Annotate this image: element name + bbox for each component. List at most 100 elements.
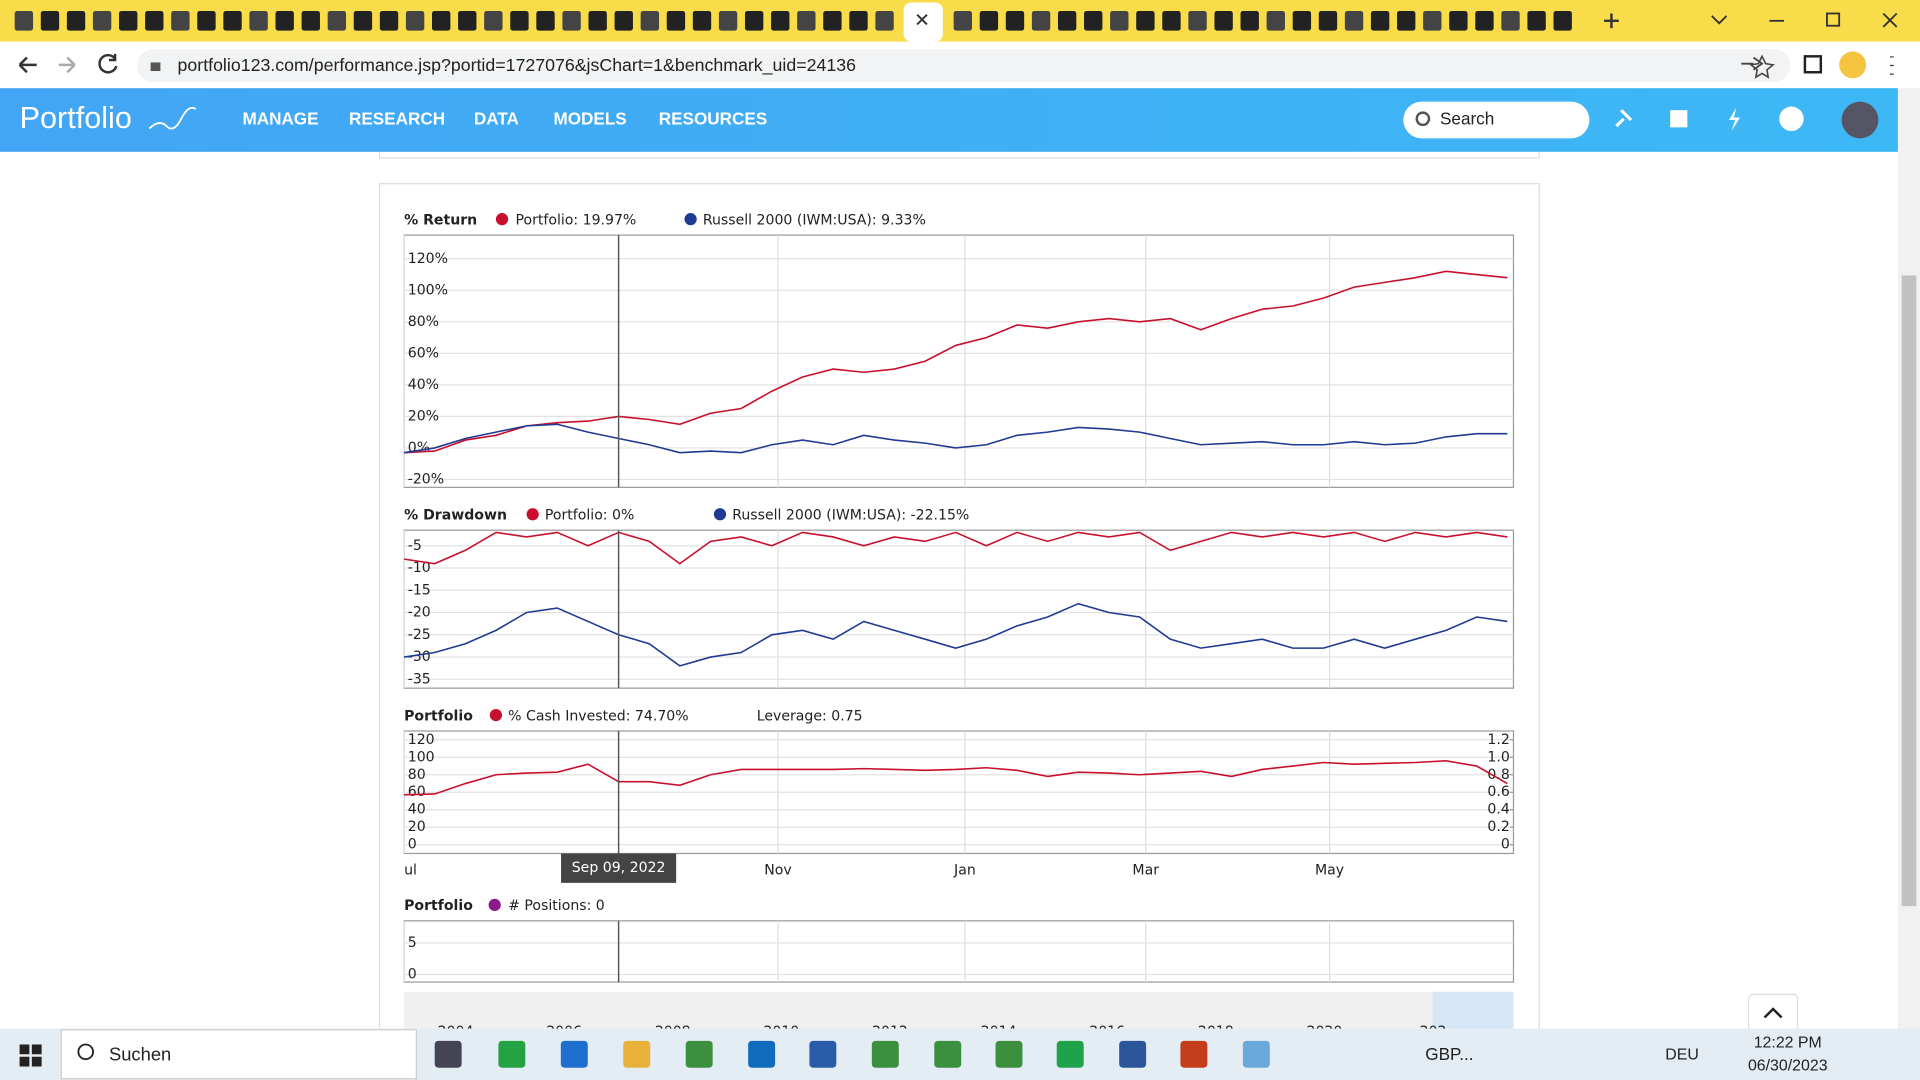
tab-favicon[interactable] (744, 11, 764, 31)
start[interactable] (19, 1044, 42, 1067)
tab-favicon[interactable] (562, 11, 581, 31)
tab-favicon[interactable] (145, 11, 164, 31)
tab-favicon[interactable] (536, 11, 555, 31)
tab-favicon[interactable] (614, 11, 633, 31)
tab-favicon[interactable] (510, 11, 529, 31)
tab-favicon[interactable] (40, 11, 60, 31)
share[interactable] (1741, 56, 1764, 71)
close-window[interactable] (1882, 12, 1898, 28)
tab-favicon[interactable] (1136, 11, 1155, 31)
tab-favicon[interactable] (327, 11, 347, 31)
tab-favicon[interactable] (953, 11, 973, 31)
tab-favicon[interactable] (171, 11, 190, 31)
tab-favicon[interactable] (301, 11, 320, 31)
taskbar-app[interactable] (434, 1040, 462, 1068)
tab-favicon[interactable] (1266, 11, 1285, 31)
maximize[interactable] (1826, 12, 1841, 27)
nav-item[interactable]: MODELS (553, 109, 626, 129)
tab-favicon[interactable] (1292, 11, 1312, 31)
tab-favicon[interactable] (379, 11, 399, 31)
tab-favicon[interactable] (1240, 11, 1259, 31)
legend-label[interactable]: Portfolio: 0% (545, 508, 634, 524)
tab-favicon[interactable] (1057, 11, 1077, 31)
tab-favicon[interactable] (353, 11, 373, 31)
tab-favicon[interactable] (223, 11, 242, 31)
taskbar-app[interactable] (1242, 1040, 1270, 1068)
tab-favicon[interactable] (979, 11, 999, 31)
scroll-thumb[interactable] (1901, 275, 1917, 907)
tab-favicon[interactable] (432, 11, 451, 31)
tab-favicon[interactable] (66, 11, 86, 31)
tab-search[interactable] (1711, 15, 1728, 25)
tab-favicon[interactable] (484, 11, 503, 31)
taskbar-app[interactable] (623, 1040, 651, 1068)
taskbar-search[interactable] (60, 1029, 417, 1080)
taskbar-app[interactable] (560, 1040, 588, 1068)
search-box[interactable] (1403, 101, 1590, 139)
tab-favicon[interactable] (1188, 11, 1207, 31)
pin[interactable] (1615, 109, 1633, 128)
taskbar-app[interactable] (1119, 1040, 1147, 1068)
tab-favicon[interactable] (92, 11, 112, 31)
tab-favicon[interactable] (797, 11, 816, 31)
address-bar[interactable] (137, 48, 1791, 83)
profile[interactable] (1839, 51, 1867, 79)
help[interactable] (1779, 106, 1804, 132)
tab-favicon[interactable] (1553, 11, 1572, 31)
tab-favicon[interactable] (405, 11, 425, 31)
tab-close[interactable] (916, 14, 928, 26)
reload[interactable] (98, 53, 118, 74)
tab-favicon[interactable] (1370, 11, 1390, 31)
nav-item[interactable]: MANAGE (242, 109, 318, 129)
back[interactable] (18, 56, 37, 74)
tab-favicon[interactable] (1475, 11, 1494, 31)
avatar[interactable] (1841, 101, 1879, 139)
apps[interactable] (1670, 110, 1688, 128)
logo[interactable]: Portfolio (20, 101, 132, 135)
tab-favicon[interactable] (119, 11, 138, 31)
nav-item[interactable]: RESEARCH (349, 109, 445, 129)
sidebar[interactable] (1803, 55, 1823, 74)
legend-label[interactable]: Russell 2000 (IWM:USA): -22.15% (732, 508, 969, 524)
tab-favicon[interactable] (1527, 11, 1546, 31)
tab-favicon[interactable] (1344, 11, 1364, 31)
nav-item[interactable]: DATA (474, 109, 519, 129)
bookmark[interactable] (1749, 54, 1775, 79)
tab-favicon[interactable] (458, 11, 477, 31)
tab-favicon[interactable] (1084, 11, 1103, 31)
tab-favicon[interactable] (588, 11, 607, 31)
tab-favicon[interactable] (1397, 11, 1416, 31)
legend-label[interactable]: Portfolio: 19.97% (516, 212, 637, 228)
tab-favicon[interactable] (1005, 11, 1025, 31)
tab-favicon[interactable] (1501, 11, 1520, 31)
tab-favicon[interactable] (1110, 11, 1129, 31)
tab-favicon[interactable] (771, 11, 790, 31)
back-to-top[interactable] (1747, 993, 1799, 1032)
tab-favicon[interactable] (1449, 11, 1468, 31)
taskbar-app[interactable] (1056, 1040, 1084, 1068)
tab-favicon[interactable] (875, 11, 894, 31)
tab-favicon[interactable] (640, 11, 660, 31)
tab-favicon[interactable] (692, 11, 712, 31)
tab-favicon[interactable] (823, 11, 842, 31)
taskbar-app[interactable] (1180, 1040, 1208, 1068)
taskbar-app[interactable] (498, 1040, 526, 1068)
tab-favicon[interactable] (1318, 11, 1338, 31)
taskbar-app[interactable] (995, 1040, 1023, 1068)
tab-favicon[interactable] (1214, 11, 1233, 31)
nav-item[interactable]: RESOURCES (659, 109, 767, 129)
tab-favicon[interactable] (1423, 11, 1442, 31)
legend-label[interactable]: % Cash Invested: 74.70% (508, 708, 688, 724)
tab-favicon[interactable] (275, 11, 294, 31)
tab-favicon[interactable] (1031, 11, 1051, 31)
legend-label[interactable]: Russell 2000 (IWM:USA): 9.33% (703, 212, 926, 228)
tab-favicon[interactable] (849, 11, 868, 31)
tab-favicon[interactable] (249, 11, 268, 31)
taskbar-app[interactable] (934, 1040, 962, 1068)
taskbar-app[interactable] (809, 1040, 837, 1068)
forward[interactable] (58, 56, 76, 74)
taskbar-app[interactable] (871, 1040, 899, 1068)
flash[interactable] (1728, 107, 1741, 132)
new-tab[interactable] (1604, 13, 1619, 29)
tab-favicon[interactable] (1162, 11, 1181, 31)
